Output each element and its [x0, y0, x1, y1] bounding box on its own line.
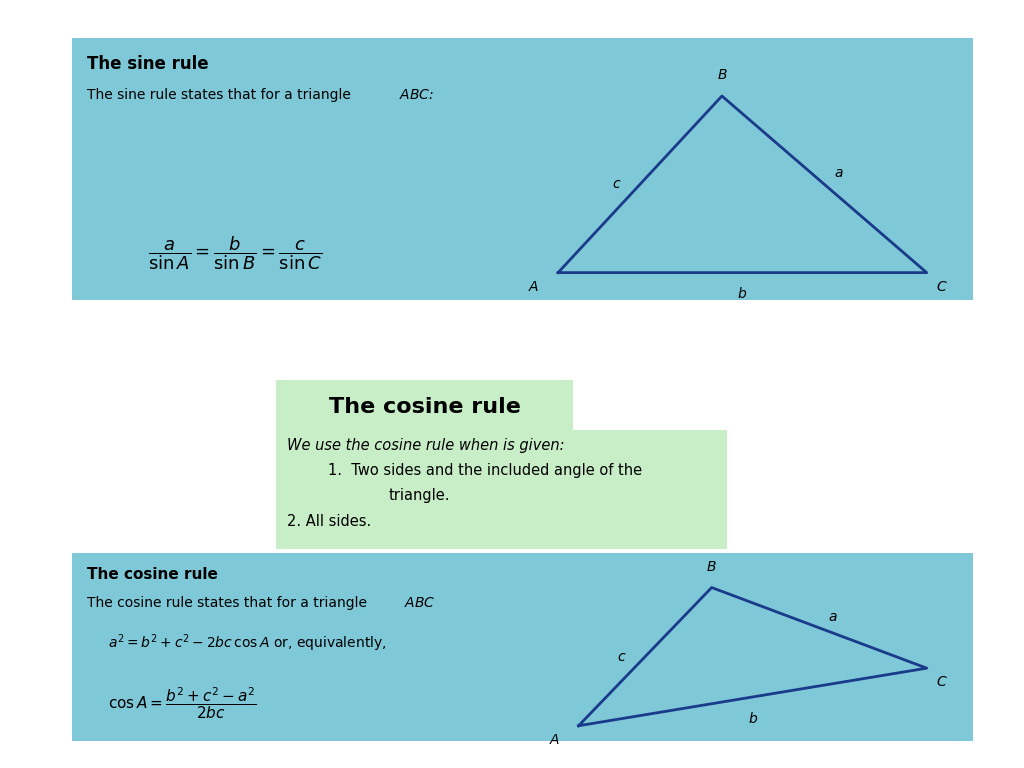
- FancyBboxPatch shape: [276, 380, 573, 434]
- Text: The cosine rule states that for a triangle: The cosine rule states that for a triang…: [87, 596, 372, 610]
- Text: 2. All sides.: 2. All sides.: [287, 514, 371, 529]
- FancyBboxPatch shape: [72, 38, 973, 300]
- Text: $\cos A = \dfrac{b^2 + c^2 - a^2}{2bc}$: $\cos A = \dfrac{b^2 + c^2 - a^2}{2bc}$: [108, 686, 256, 721]
- Text: $C$: $C$: [936, 280, 947, 293]
- Text: $a$: $a$: [828, 610, 838, 624]
- Text: $a^2 = b^2 + c^2 - 2bc\,\cos A$ or, equivalently,: $a^2 = b^2 + c^2 - 2bc\,\cos A$ or, equi…: [108, 632, 386, 654]
- Text: $c$: $c$: [612, 177, 622, 191]
- Text: The sine rule states that for a triangle: The sine rule states that for a triangle: [87, 88, 355, 102]
- Text: The cosine rule: The cosine rule: [87, 567, 218, 582]
- Text: The cosine rule: The cosine rule: [329, 397, 521, 417]
- FancyBboxPatch shape: [72, 553, 973, 741]
- Text: $B$: $B$: [707, 560, 717, 574]
- Text: The sine rule: The sine rule: [87, 55, 209, 73]
- Text: We use the cosine rule when is given:: We use the cosine rule when is given:: [287, 438, 564, 453]
- Text: $A$: $A$: [549, 733, 560, 746]
- Text: $A$: $A$: [528, 280, 540, 293]
- Text: $a$: $a$: [834, 166, 843, 180]
- Text: 1.  Two sides and the included angle of the: 1. Two sides and the included angle of t…: [328, 463, 642, 478]
- Text: $B$: $B$: [717, 68, 727, 82]
- Text: $C$: $C$: [936, 675, 947, 689]
- Text: $ABC$: $ABC$: [404, 596, 436, 610]
- Text: $ABC$:: $ABC$:: [399, 88, 434, 102]
- FancyBboxPatch shape: [276, 430, 727, 549]
- Text: $b$: $b$: [748, 711, 758, 726]
- Text: $c$: $c$: [617, 650, 627, 664]
- Text: $b$: $b$: [737, 286, 748, 302]
- Text: $\dfrac{a}{\sin A} = \dfrac{b}{\sin B} = \dfrac{c}{\sin C}$: $\dfrac{a}{\sin A} = \dfrac{b}{\sin B} =…: [148, 234, 323, 273]
- Text: triangle.: triangle.: [389, 488, 451, 504]
